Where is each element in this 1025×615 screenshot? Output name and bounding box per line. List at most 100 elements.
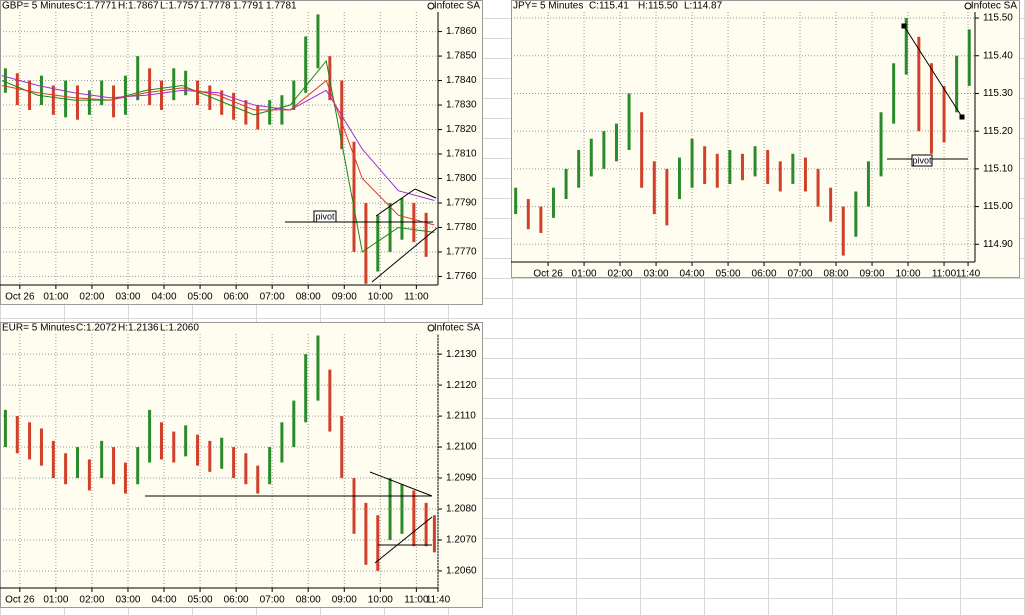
x-tick-label: 03:00 (644, 269, 669, 280)
y-tick-label: 1.7820 (446, 124, 477, 135)
x-tick-label: Oct 26 (533, 269, 563, 280)
panel-frame (0, 0, 483, 305)
y-tick-label: 1.7790 (446, 198, 477, 209)
y-tick-label: 1.2120 (446, 380, 477, 391)
x-tick-label: 09:00 (332, 292, 357, 303)
x-tick-label: 01:00 (43, 292, 68, 303)
x-tick-label: 08:00 (296, 595, 321, 606)
trend-line (414, 188, 437, 199)
x-tick-label: 05:00 (188, 292, 213, 303)
x-tick-label: 06:00 (752, 269, 777, 280)
x-tick-label: 07:00 (260, 595, 285, 606)
trend-line (369, 471, 433, 497)
y-tick-label: 1.7830 (446, 100, 477, 111)
header-high: H:1.2136 (118, 323, 159, 334)
trend-handle (901, 23, 907, 29)
y-tick-label: 1.7860 (446, 26, 477, 37)
y-tick-label: 1.2130 (446, 349, 477, 360)
y-tick-label: 114.90 (983, 239, 1013, 250)
panel-frame (0, 322, 483, 608)
source-icon (427, 324, 435, 332)
chart-panel: 1.2060 1.2070 1.2080 1.2090 1.2100 1.2110 1.21… (0, 322, 483, 608)
trend-handle (959, 114, 965, 120)
header-symbol: GBP= 5 Minutes (2, 1, 75, 12)
x-tick-label: 07:00 (788, 269, 813, 280)
pivot-box (911, 154, 933, 167)
source-icon (964, 2, 972, 10)
annotations (145, 23, 968, 564)
x-tick-label: 10:00 (368, 595, 393, 606)
y-tick-label: 1.7810 (446, 149, 477, 160)
y-tick-label: 115.40 (983, 50, 1013, 61)
y-tick-label: 1.2060 (446, 566, 477, 577)
y-tick-label: 1.2100 (446, 442, 477, 453)
y-tick-label: 115.10 (983, 164, 1013, 175)
panel-frame (511, 0, 1020, 278)
header-indicator: 1.7781 (266, 1, 297, 12)
moving-average (1, 59, 435, 253)
header-low: L:114.87 (684, 1, 723, 12)
header-indicator: 1.7791 (233, 1, 264, 12)
x-tick-label: 10:00 (368, 292, 393, 303)
header-close: C:1.2072 (76, 323, 117, 334)
chart-panel: 114.90 115.00 115.10 115.20 115.30 115.40 115.… (511, 0, 1020, 280)
header-high: H:1.7867 (118, 1, 159, 12)
source-icon (427, 2, 435, 10)
pivot-box (313, 210, 337, 223)
pivot-label: pivot (315, 211, 335, 221)
y-tick-label: 1.7840 (446, 75, 477, 86)
y-tick-label: 1.2110 (446, 411, 476, 422)
trend-line (371, 227, 438, 283)
y-tick-label: 115.00 (983, 201, 1013, 212)
x-tick-label: 04:00 (152, 292, 177, 303)
x-tick-label: 05:00 (716, 269, 741, 280)
x-tick-label: 06:00 (224, 292, 249, 303)
x-tick-label: 04:00 (680, 269, 705, 280)
y-tick-label: 1.2090 (446, 473, 477, 484)
header-low: L:1.2060 (160, 323, 199, 334)
trend-line (375, 188, 416, 217)
y-tick-label: 115.20 (983, 126, 1013, 137)
header-low: L:1.7757 (160, 1, 199, 12)
header-high: H:115.50 (638, 1, 678, 12)
y-tick-label: 115.50 (983, 13, 1013, 24)
x-tick-label: 10:00 (896, 269, 921, 280)
x-tick-label: 01:00 (572, 269, 597, 280)
header-indicator: 1.7778 (200, 1, 231, 12)
x-tick-label: 01:00 (43, 595, 68, 606)
source-label: Infotec SA (434, 1, 480, 12)
x-tick-label: 11:40 (426, 595, 451, 606)
y-tick-label: 115.30 (983, 88, 1013, 99)
y-tick-label: 1.2080 (446, 504, 477, 515)
x-tick-label: 02:00 (79, 595, 104, 606)
y-tick-label: 1.7780 (446, 222, 477, 233)
x-tick-label: 09:00 (860, 269, 885, 280)
y-tick-label: 1.7800 (446, 173, 477, 184)
x-tick-label: 11:00 (404, 292, 429, 303)
source-label: Infotec SA (971, 1, 1017, 12)
x-tick-label: 02:00 (608, 269, 633, 280)
x-tick-label: 11:40 (956, 269, 981, 280)
y-tick-label: 1.7770 (446, 247, 477, 258)
chart-panel: 1.7760 1.7770 1.7780 1.7790 1.7800 1.7810 1.78… (0, 0, 483, 305)
x-tick-label: 09:00 (332, 595, 357, 606)
x-tick-label: 11:00 (404, 595, 429, 606)
x-tick-label: 03:00 (115, 292, 140, 303)
pivot-label: pivot (912, 155, 932, 165)
x-tick-label: 04:00 (152, 595, 177, 606)
x-tick-label: 03:00 (115, 595, 140, 606)
moving-average (1, 79, 435, 226)
y-tick-label: 1.7850 (446, 51, 477, 62)
x-tick-label: 07:00 (260, 292, 285, 303)
trend-line (374, 516, 433, 564)
x-tick-label: 02:00 (79, 292, 104, 303)
x-tick-label: Oct 26 (5, 292, 35, 303)
source-label: Infotec SA (434, 323, 480, 334)
x-tick-label: 05:00 (188, 595, 213, 606)
header-symbol: JPY= 5 Minutes (513, 1, 583, 12)
x-tick-label: Oct 26 (5, 595, 35, 606)
header-close: C:115.41 (589, 1, 629, 12)
